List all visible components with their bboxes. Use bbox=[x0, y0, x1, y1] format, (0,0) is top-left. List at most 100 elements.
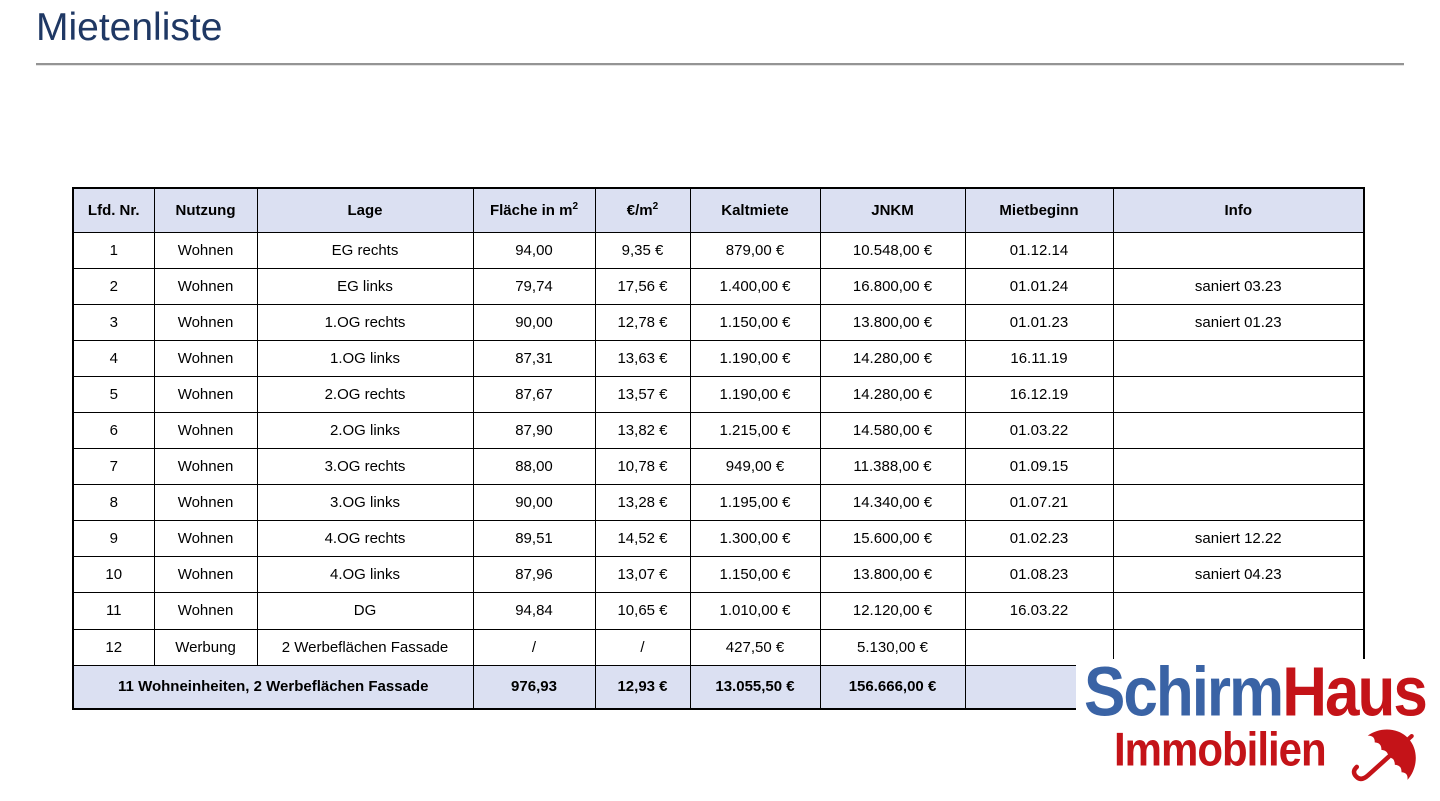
col-header-label: Kaltmiete bbox=[721, 201, 789, 219]
table-cell: 949,00 € bbox=[689, 448, 821, 486]
table-cell: 1 bbox=[72, 231, 155, 269]
table-cell: 17,56 € bbox=[594, 267, 691, 305]
table-cell: 4.OG rechts bbox=[256, 520, 474, 558]
table-cell: Werbung bbox=[153, 628, 258, 666]
col-header-info: Info bbox=[1112, 187, 1365, 233]
table-cell: 87,67 bbox=[472, 375, 596, 413]
table-cell: 16.12.19 bbox=[964, 375, 1114, 413]
table-cell: 01.01.24 bbox=[964, 267, 1114, 305]
table-cell bbox=[1112, 448, 1365, 486]
table-cell: saniert 12.22 bbox=[1112, 520, 1365, 558]
table-cell: 16.03.22 bbox=[964, 592, 1114, 630]
table-cell: 14.340,00 € bbox=[819, 484, 966, 522]
table-cell: 1.300,00 € bbox=[689, 520, 821, 558]
table-cell: 87,90 bbox=[472, 411, 596, 450]
col-header-label: Lfd. Nr. bbox=[87, 201, 140, 219]
table-cell: 4.OG links bbox=[256, 556, 474, 594]
col-header-lfd-nr: Lfd. Nr. bbox=[72, 187, 155, 233]
umbrella-icon bbox=[1351, 729, 1416, 782]
table-row: 9 Wohnen 4.OG rechts 89,51 14,52 €1.300,00 €… bbox=[72, 520, 1365, 558]
logo-part-haus: Haus bbox=[1282, 654, 1428, 732]
table-cell: 4 bbox=[72, 339, 155, 377]
table-row: 7 Wohnen 3.OG rechts 88,00 10,78 €949,00 €11… bbox=[72, 448, 1365, 486]
table-cell: 3.OG links bbox=[256, 484, 474, 522]
superscript: 2 bbox=[572, 200, 579, 212]
table-cell: Wohnen bbox=[153, 303, 258, 341]
table-cell: 01.02.23 bbox=[964, 520, 1114, 558]
table-cell: Wohnen bbox=[153, 375, 258, 413]
col-header-nutzung: Nutzung bbox=[153, 187, 258, 233]
table-cell: 94,00 bbox=[472, 231, 596, 269]
table-cell: saniert 04.23 bbox=[1112, 556, 1365, 594]
table-cell: 2.OG rechts bbox=[256, 375, 474, 413]
table-cell: 14.280,00 € bbox=[819, 375, 966, 413]
table-cell: EG rechts bbox=[256, 231, 474, 269]
table-cell bbox=[1112, 592, 1365, 630]
table-row: 10 Wohnen 4.OG links 87,96 13,07 €1.150,00 €… bbox=[72, 556, 1365, 594]
table-cell: 14.280,00 € bbox=[819, 339, 966, 377]
table-cell: 01.08.23 bbox=[964, 556, 1114, 594]
table-cell: 3 bbox=[72, 303, 155, 341]
table-cell: 13,63 € bbox=[594, 339, 691, 377]
col-header-flaeche: Fläche in m2 bbox=[472, 187, 596, 233]
table-cell: / bbox=[594, 628, 691, 666]
table-cell: 01.09.15 bbox=[964, 448, 1114, 486]
table-cell: 7 bbox=[72, 448, 155, 486]
table-cell: saniert 01.23 bbox=[1112, 303, 1365, 341]
total-kaltmiete: 13.055,50 € bbox=[689, 664, 821, 710]
table-cell: 9,35 € bbox=[594, 231, 691, 269]
table-cell: 13,82 € bbox=[594, 411, 691, 450]
col-header-kaltmiete: Kaltmiete bbox=[689, 187, 821, 233]
table-cell: 15.600,00 € bbox=[819, 520, 966, 558]
table-cell: 2.OG links bbox=[256, 411, 474, 450]
table-cell: 1.OG rechts bbox=[256, 303, 474, 341]
table-cell: 1.195,00 € bbox=[689, 484, 821, 522]
col-header-jnkm: JNKM bbox=[819, 187, 966, 233]
table-cell: 5 bbox=[72, 375, 155, 413]
table-cell: 1.190,00 € bbox=[689, 339, 821, 377]
table-cell: 3.OG rechts bbox=[256, 448, 474, 486]
table-cell: 01.01.23 bbox=[964, 303, 1114, 341]
table-cell: Wohnen bbox=[153, 448, 258, 486]
table-cell: 10 bbox=[72, 556, 155, 594]
table-cell: 1.OG links bbox=[256, 339, 474, 377]
title-divider bbox=[36, 63, 1404, 66]
page-title: Mietenliste bbox=[36, 6, 223, 49]
col-header-eur-qm: €/m2 bbox=[594, 187, 691, 233]
table-cell: 90,00 bbox=[472, 484, 596, 522]
table-cell: 12.120,00 € bbox=[819, 592, 966, 630]
table-cell: 10,65 € bbox=[594, 592, 691, 630]
logo-wordmark: SchirmHaus bbox=[1084, 653, 1428, 733]
table-cell: 87,31 bbox=[472, 339, 596, 377]
table-cell bbox=[1112, 411, 1365, 450]
rent-table-body: 1 Wohnen EG rechts 94,00 9,35 €879,00 €10.54… bbox=[72, 231, 1365, 666]
table-cell: 1.400,00 € bbox=[689, 267, 821, 305]
col-header-mietbeginn: Mietbeginn bbox=[964, 187, 1114, 233]
table-cell: 13,57 € bbox=[594, 375, 691, 413]
table-cell: 2 Werbeflächen Fassade bbox=[256, 628, 474, 666]
header-row: Lfd. Nr. Nutzung Lage Fläche in m2 €/m2 … bbox=[72, 187, 1365, 233]
table-cell: Wohnen bbox=[153, 231, 258, 269]
company-logo: SchirmHaus Immobilien bbox=[1076, 654, 1440, 801]
table-cell: 79,74 bbox=[472, 267, 596, 305]
table-row: 2 Wohnen EG links 79,74 17,56 €1.400,00 €16.… bbox=[72, 267, 1365, 305]
table-row: 3 Wohnen 1.OG rechts 90,00 12,78 €1.150,00 €… bbox=[72, 303, 1365, 341]
table-cell: Wohnen bbox=[153, 339, 258, 377]
table-cell: 89,51 bbox=[472, 520, 596, 558]
col-header-lage: Lage bbox=[256, 187, 474, 233]
col-header-label: Fläche in m bbox=[489, 201, 573, 219]
table-cell: 11.388,00 € bbox=[819, 448, 966, 486]
table-cell: 88,00 bbox=[472, 448, 596, 486]
table-cell: 5.130,00 € bbox=[819, 628, 966, 666]
table-cell: 8 bbox=[72, 484, 155, 522]
table-cell bbox=[1112, 484, 1365, 522]
table-cell: 1.010,00 € bbox=[689, 592, 821, 630]
table-cell: Wohnen bbox=[153, 592, 258, 630]
table-cell: 10.548,00 € bbox=[819, 231, 966, 269]
table-header: Lfd. Nr. Nutzung Lage Fläche in m2 €/m2 … bbox=[72, 187, 1365, 233]
table-row: 4 Wohnen 1.OG links 87,31 13,63 €1.190,00 €1… bbox=[72, 339, 1365, 377]
logo-part-schirm: Schirm bbox=[1084, 654, 1284, 732]
table-row: 6 Wohnen 2.OG links 87,90 13,82 €1.215,00 €1… bbox=[72, 411, 1365, 450]
table-cell: 13,07 € bbox=[594, 556, 691, 594]
table-cell: Wohnen bbox=[153, 267, 258, 305]
